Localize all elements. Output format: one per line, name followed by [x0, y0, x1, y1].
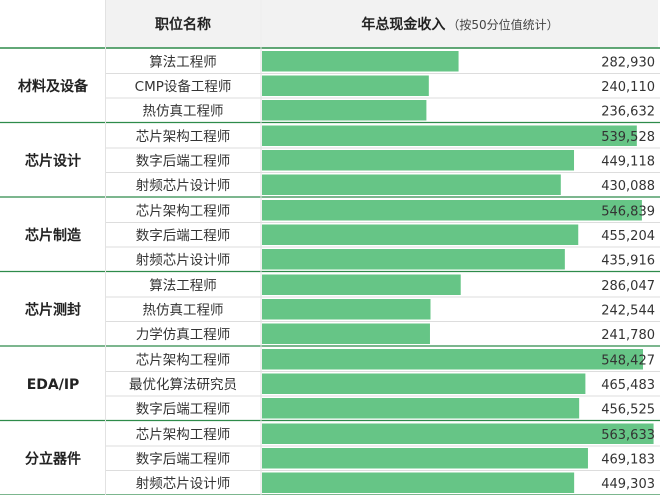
salary-value-label: 430,088 [601, 179, 655, 194]
row-position-label: 热仿真工程师 [143, 302, 224, 318]
salary-bar [262, 150, 575, 171]
salary-value-label: 241,780 [601, 328, 655, 343]
salary-value-label: 282,930 [601, 55, 655, 70]
salary-bar [262, 51, 459, 72]
header-value-title: 年总现金收入 [361, 17, 446, 33]
salary-bar [262, 423, 654, 444]
salary-bar [262, 349, 644, 370]
salary-bar [262, 373, 586, 394]
row-position-label: 最优化算法研究员 [129, 377, 237, 393]
header-value-note: （按50分位值统计） [447, 17, 559, 32]
row-position-label: 热仿真工程师 [143, 103, 224, 119]
salary-bar [262, 224, 579, 245]
salary-bar [262, 75, 429, 96]
salary-bar [262, 125, 637, 146]
salary-value-label: 465,483 [601, 378, 655, 393]
group-name-label: EDA/IP [27, 377, 80, 393]
row-position-label: 射频芯片设计师 [136, 178, 231, 194]
header-value: 年总现金收入 （按50分位值统计） [262, 0, 658, 48]
salary-value-label: 286,047 [601, 279, 655, 294]
row-position-label: CMP设备工程师 [135, 78, 232, 95]
salary-bar [262, 472, 575, 493]
salary-value-label: 449,303 [601, 477, 655, 492]
salary-value-label: 563,633 [601, 428, 655, 443]
row-position-label: 芯片架构工程师 [136, 352, 231, 368]
group-name-label: 芯片测封 [25, 301, 81, 318]
salary-value-label: 455,204 [601, 229, 655, 244]
salary-bar [262, 100, 427, 121]
group-name-label: 芯片设计 [25, 152, 81, 169]
row-position-label: 数字后端工程师 [136, 451, 231, 467]
salary-bar [262, 200, 642, 221]
salary-value-label: 546,839 [601, 204, 655, 219]
salary-bar [262, 274, 461, 295]
row-position-label: 数字后端工程师 [136, 401, 231, 417]
row-position-label: 芯片架构工程师 [136, 427, 231, 443]
salary-bar [262, 174, 561, 195]
salary-bar [262, 299, 431, 320]
row-position-label: 芯片架构工程师 [136, 129, 231, 145]
salary-value-label: 539,528 [601, 130, 655, 145]
salary-value-label: 435,916 [601, 253, 655, 268]
row-position-label: 数字后端工程师 [136, 153, 231, 169]
row-position-label: 算法工程师 [149, 278, 217, 294]
salary-bar [262, 323, 430, 344]
row-position-label: 射频芯片设计师 [136, 476, 231, 492]
row-position-label: 射频芯片设计师 [136, 252, 231, 268]
salary-value-label: 449,118 [601, 154, 655, 169]
salary-value-label: 236,632 [601, 104, 655, 119]
salary-value-label: 242,544 [601, 303, 655, 318]
row-position-label: 芯片架构工程师 [136, 203, 231, 219]
salary-bar [262, 398, 580, 419]
row-position-label: 数字后端工程师 [136, 228, 231, 244]
salary-bar [262, 249, 565, 270]
group-name-label: 材料及设备 [18, 78, 89, 95]
group-name-label: 芯片制造 [25, 227, 81, 244]
group-name-label: 分立器件 [25, 450, 81, 467]
row-position-label: 力学仿真工程师 [136, 327, 231, 343]
header-position-label: 职位名称 [155, 17, 211, 33]
header-position: 职位名称 [106, 0, 260, 48]
salary-value-label: 548,427 [601, 353, 655, 368]
row-position-label: 算法工程师 [149, 54, 217, 70]
salary-value-label: 469,183 [601, 452, 655, 467]
salary-bar [262, 448, 588, 469]
salary-value-label: 456,525 [601, 402, 655, 417]
salary-value-label: 240,110 [601, 80, 655, 95]
